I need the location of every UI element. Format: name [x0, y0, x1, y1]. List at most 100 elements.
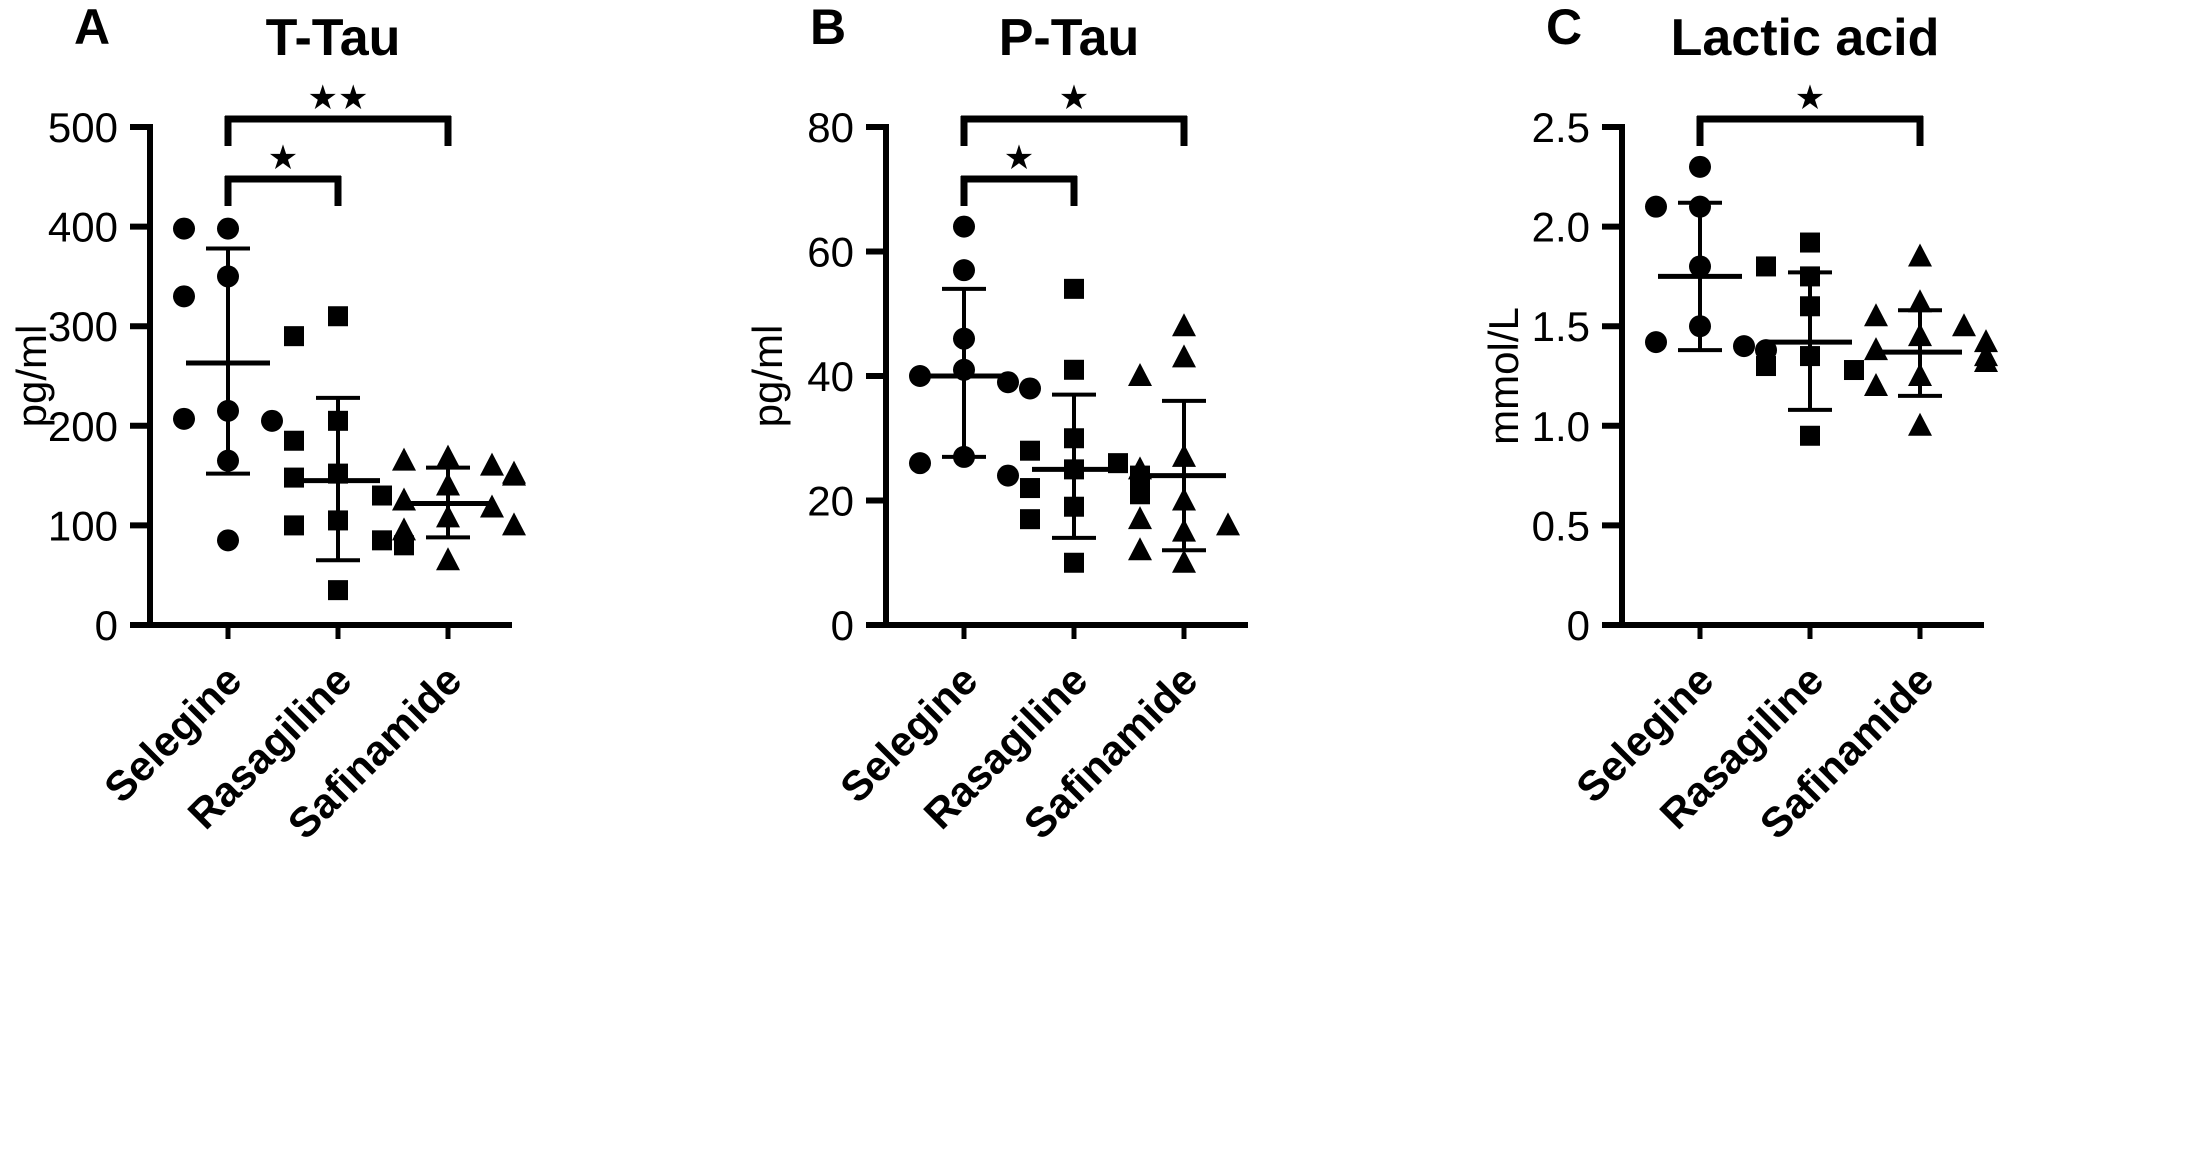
- y-tick-label: 20: [807, 478, 854, 525]
- significance-stars: ★: [268, 139, 298, 177]
- data-point-square: [1844, 360, 1864, 381]
- data-point-square: [1756, 356, 1776, 377]
- panel-letter-c: C: [1546, 0, 1583, 55]
- data-point-square: [372, 485, 392, 506]
- significance-stars: ★: [1795, 79, 1825, 117]
- data-point-triangle: [1172, 313, 1196, 337]
- data-point-circle: [173, 407, 195, 430]
- data-point-circle: [1733, 335, 1755, 358]
- data-point-triangle: [1864, 372, 1888, 396]
- panel-letter-a: A: [74, 0, 111, 55]
- data-point-triangle: [1172, 344, 1196, 368]
- data-point-triangle: [1908, 412, 1932, 436]
- data-point-square: [284, 467, 304, 488]
- data-point-square: [284, 515, 304, 536]
- data-point-square: [1130, 484, 1150, 505]
- data-point-square: [284, 430, 304, 451]
- data-point-triangle: [1974, 329, 1998, 353]
- y-axis-label: pg/ml: [744, 325, 791, 428]
- data-point-square: [1064, 278, 1084, 299]
- data-point-triangle: [392, 447, 416, 471]
- data-point-triangle: [1908, 243, 1932, 267]
- y-tick-label: 1.0: [1532, 403, 1590, 450]
- y-tick-label: 0.5: [1532, 502, 1590, 549]
- data-point-triangle: [1908, 289, 1932, 313]
- y-tick-label: 0: [831, 602, 854, 649]
- panel-letter-b: B: [810, 0, 847, 55]
- data-point-square: [1800, 425, 1820, 446]
- y-tick-label: 300: [48, 303, 118, 350]
- y-tick-label: 2.5: [1532, 104, 1590, 151]
- y-tick-label: 0: [1567, 602, 1590, 649]
- data-point-circle: [909, 452, 931, 475]
- chart-title-c: Lactic acid: [1670, 9, 1940, 67]
- data-point-triangle: [1864, 303, 1888, 327]
- data-point-triangle: [392, 487, 416, 511]
- panel-a: A T-Tau 0 100 200 300 400 500 pg/ml Selegine Ras…: [0, 0, 736, 1152]
- data-point-circle: [217, 217, 239, 240]
- data-point-triangle: [1974, 349, 1998, 373]
- y-tick-label: 0: [95, 602, 118, 649]
- data-point-square: [1020, 440, 1040, 461]
- data-point-triangle: [502, 512, 526, 536]
- significance-stars: ★: [1059, 79, 1089, 117]
- data-point-circle: [1019, 377, 1041, 400]
- data-point-square: [1020, 478, 1040, 499]
- data-point-triangle: [1128, 537, 1152, 561]
- data-point-triangle: [1952, 313, 1976, 337]
- y-tick-label: 80: [807, 104, 854, 151]
- panel-b: B P-Tau 0 20 40 60 80 pg/ml Selegine Rasagiline…: [736, 0, 1472, 1152]
- data-point-square: [1020, 509, 1040, 530]
- data-point-triangle: [1864, 337, 1888, 361]
- data-point-triangle: [392, 517, 416, 541]
- y-tick-label: 200: [48, 403, 118, 450]
- data-point-square: [284, 326, 304, 347]
- data-point-circle: [1689, 155, 1711, 178]
- data-point-circle: [953, 259, 975, 282]
- y-axis-label: mmol/L: [1480, 307, 1527, 445]
- y-tick-label: 100: [48, 502, 118, 549]
- data-point-triangle: [1128, 363, 1152, 386]
- y-tick-label: 1.5: [1532, 303, 1590, 350]
- data-point-triangle: [1172, 549, 1196, 573]
- data-point-circle: [1645, 331, 1667, 354]
- data-point-triangle: [1216, 512, 1240, 536]
- data-point-square: [1756, 256, 1776, 277]
- data-point-circle: [173, 217, 195, 240]
- data-point-square: [328, 306, 348, 327]
- significance-stars: ★: [1004, 139, 1034, 177]
- data-point-triangle: [502, 462, 526, 486]
- data-point-circle: [1645, 195, 1667, 218]
- data-point-triangle: [480, 494, 504, 518]
- panel-c: C Lactic acid 0 0.5 1.0 1.5 2.0 2.5 mmol/L Sele…: [1472, 0, 2208, 1152]
- data-point-triangle: [480, 452, 504, 476]
- data-point-circle: [997, 464, 1019, 487]
- data-point-square: [328, 580, 348, 601]
- chart-title-a: T-Tau: [265, 9, 401, 67]
- data-point-circle: [909, 365, 931, 387]
- y-axis-label: pg/ml: [8, 325, 55, 428]
- chart-title-b: P-Tau: [998, 9, 1140, 67]
- data-point-circle: [217, 529, 239, 552]
- scatter-plot-c: 00.51.01.52.02.5mmol/LSelegineRasagiline…: [1480, 79, 1998, 848]
- y-tick-label: 500: [48, 104, 118, 151]
- data-point-square: [1064, 359, 1084, 380]
- data-point-circle: [953, 215, 975, 238]
- data-point-square: [372, 530, 392, 551]
- data-point-circle: [173, 285, 195, 308]
- y-tick-label: 40: [807, 353, 854, 400]
- scatter-plot-a: 0100200300400500pg/mlSelegineRasagilineS…: [8, 79, 526, 848]
- data-point-triangle: [1128, 506, 1152, 530]
- y-tick-label: 400: [48, 204, 118, 251]
- data-point-circle: [261, 409, 283, 432]
- data-point-square: [1800, 232, 1820, 253]
- data-point-square: [1064, 552, 1084, 573]
- scatter-plot-b: 020406080pg/mlSelegineRasagilineSafinami…: [744, 79, 1248, 848]
- data-point-triangle: [436, 547, 460, 571]
- y-tick-label: 2.0: [1532, 204, 1590, 251]
- y-tick-label: 60: [807, 229, 854, 276]
- significance-stars: ★★: [308, 79, 369, 117]
- data-point-triangle: [436, 444, 460, 468]
